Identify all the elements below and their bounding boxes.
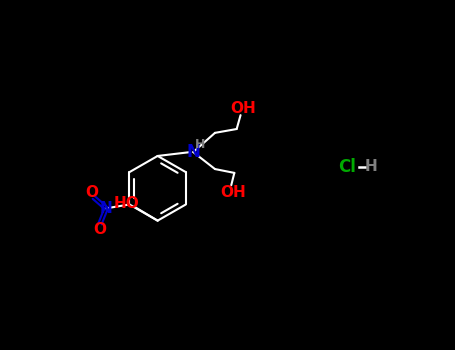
Text: HO: HO bbox=[114, 196, 140, 211]
Text: OH: OH bbox=[230, 102, 256, 117]
Text: N: N bbox=[100, 201, 112, 216]
Text: Cl: Cl bbox=[339, 158, 356, 176]
Text: O: O bbox=[85, 185, 98, 200]
Text: N: N bbox=[187, 143, 200, 161]
Text: H: H bbox=[364, 159, 377, 174]
Text: H: H bbox=[195, 138, 206, 151]
Text: OH: OH bbox=[220, 186, 246, 201]
Text: O: O bbox=[93, 222, 106, 237]
